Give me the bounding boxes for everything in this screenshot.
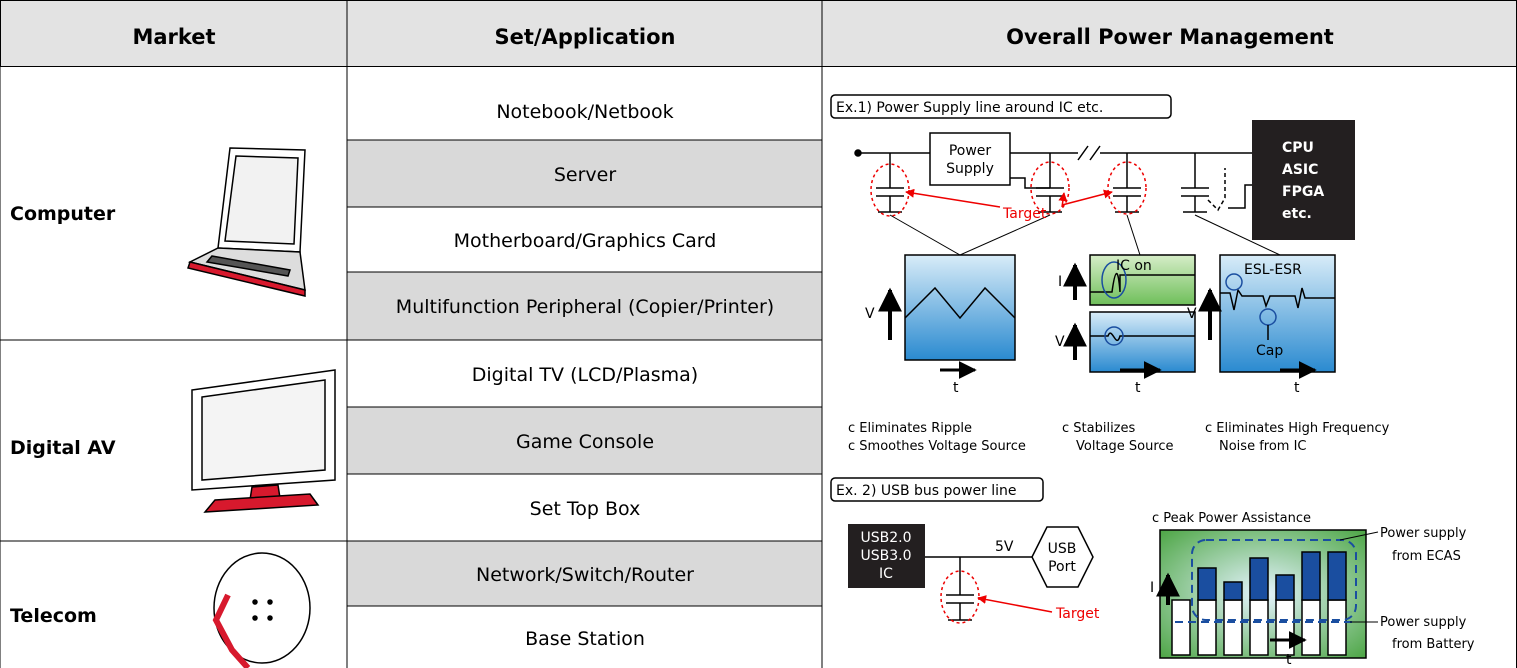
market: Telecom: [10, 605, 97, 627]
application: Multifunction Peripheral (Copier/Printer…: [396, 296, 774, 318]
application: Notebook/Netbook: [496, 101, 673, 123]
legend: Power supply: [1380, 615, 1467, 630]
note: IC on: [1116, 258, 1152, 274]
voltage: 5V: [995, 539, 1014, 555]
ic-label: etc.: [1282, 206, 1312, 222]
caption: c Peak Power Assistance: [1152, 511, 1311, 526]
power-supply: Power: [949, 143, 992, 159]
axis-label: V: [1055, 334, 1065, 350]
axis-label: t: [1135, 380, 1141, 396]
axis-label: t: [1286, 652, 1292, 668]
dish-icon: [212, 552, 311, 668]
market: Digital AV: [10, 437, 116, 459]
application: Game Console: [516, 431, 654, 453]
caption: Voltage Source: [1076, 439, 1174, 454]
power-supply: Supply: [946, 161, 994, 177]
application: Digital TV (LCD/Plasma): [472, 364, 698, 386]
target: Target: [1002, 206, 1047, 222]
ic-label: ASIC: [1282, 162, 1318, 178]
usb-ic: [848, 524, 925, 588]
laptop-icon: [187, 147, 306, 297]
port: USB: [1048, 541, 1077, 557]
legend: from ECAS: [1392, 549, 1461, 564]
application: Base Station: [525, 628, 645, 650]
caption: Noise from IC: [1219, 439, 1307, 454]
application: Set Top Box: [530, 498, 641, 520]
axis-label: I: [1058, 274, 1062, 290]
axis-label: V: [1187, 306, 1197, 322]
ic-label: USB2.0: [860, 530, 911, 546]
ic-label: CPU: [1282, 140, 1314, 156]
caption: c Stabilizes: [1062, 421, 1136, 436]
legend: from Battery: [1392, 637, 1475, 652]
example-title: Ex. 2) USB bus power line: [836, 483, 1017, 499]
application: Motherboard/Graphics Card: [454, 230, 717, 252]
axis-label: V: [865, 306, 875, 322]
target: Target: [1055, 606, 1100, 622]
example1: [830, 94, 1336, 379]
example2: [830, 477, 1379, 659]
ic-label: FPGA: [1282, 184, 1324, 200]
header: Market: [132, 25, 215, 49]
application: Server: [554, 164, 616, 186]
tv-icon: [191, 369, 336, 513]
application: Network/Switch/Router: [476, 564, 694, 586]
axis-label: t: [953, 380, 959, 396]
caption: c Eliminates High Frequency: [1205, 421, 1390, 436]
caption: c Smoothes Voltage Source: [848, 439, 1026, 454]
ic-label: IC: [879, 566, 893, 582]
axis-label: t: [1294, 380, 1300, 396]
note: Cap: [1256, 343, 1283, 359]
port: Port: [1048, 559, 1076, 575]
ic-block: [1252, 120, 1355, 240]
ic-label: USB3.0: [860, 548, 911, 564]
note: ESL-ESR: [1244, 262, 1302, 278]
example-title: Ex.1) Power Supply line around IC etc.: [836, 100, 1103, 116]
header: Overall Power Management: [1006, 25, 1334, 49]
axis-label: I: [1150, 580, 1154, 596]
legend: Power supply: [1380, 526, 1467, 541]
caption: c Eliminates Ripple: [848, 421, 972, 436]
market: Computer: [10, 203, 116, 225]
header: Set/Application: [494, 25, 675, 49]
